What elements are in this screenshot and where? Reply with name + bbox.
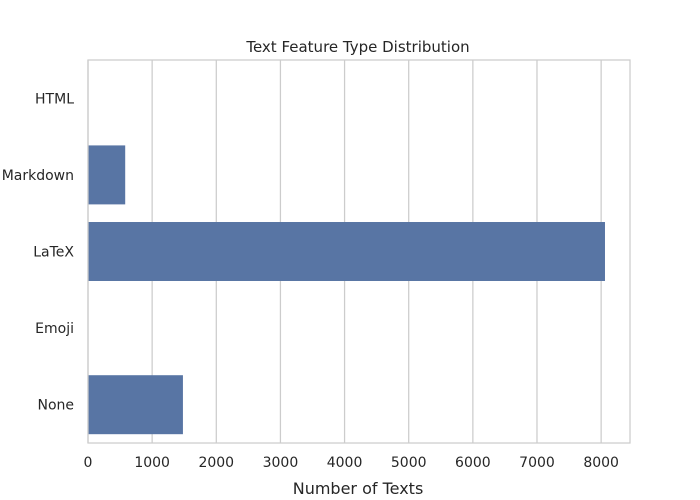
y-tick-label: LaTeX bbox=[33, 245, 74, 261]
x-tick-label: 7000 bbox=[519, 455, 555, 471]
y-tick-label: HTML bbox=[35, 91, 74, 107]
x-tick-label: 4000 bbox=[327, 455, 363, 471]
x-axis-label: Number of Texts bbox=[293, 479, 424, 498]
x-tick-label: 1000 bbox=[134, 455, 170, 471]
x-tick-label: 5000 bbox=[391, 455, 427, 471]
y-tick-labels: HTML Markdown LaTeX Emoji None bbox=[2, 91, 75, 413]
bars bbox=[88, 145, 605, 435]
y-tick-label: None bbox=[37, 398, 74, 414]
x-tick-label: 0 bbox=[84, 455, 93, 471]
x-tick-label: 2000 bbox=[198, 455, 234, 471]
x-tick-label: 8000 bbox=[583, 455, 619, 471]
x-tick-label: 3000 bbox=[263, 455, 299, 471]
plot-frame bbox=[87, 59, 631, 444]
bar-markdown bbox=[88, 145, 126, 205]
x-tick-labels: 0 1000 2000 3000 4000 5000 6000 7000 8000 bbox=[84, 455, 619, 471]
chart-title: Text Feature Type Distribution bbox=[245, 38, 469, 56]
y-tick-label: Emoji bbox=[35, 321, 74, 337]
y-tick-label: Markdown bbox=[2, 168, 74, 184]
x-tick-label: 6000 bbox=[455, 455, 491, 471]
bar-none bbox=[88, 375, 183, 435]
bar-latex bbox=[88, 222, 605, 281]
